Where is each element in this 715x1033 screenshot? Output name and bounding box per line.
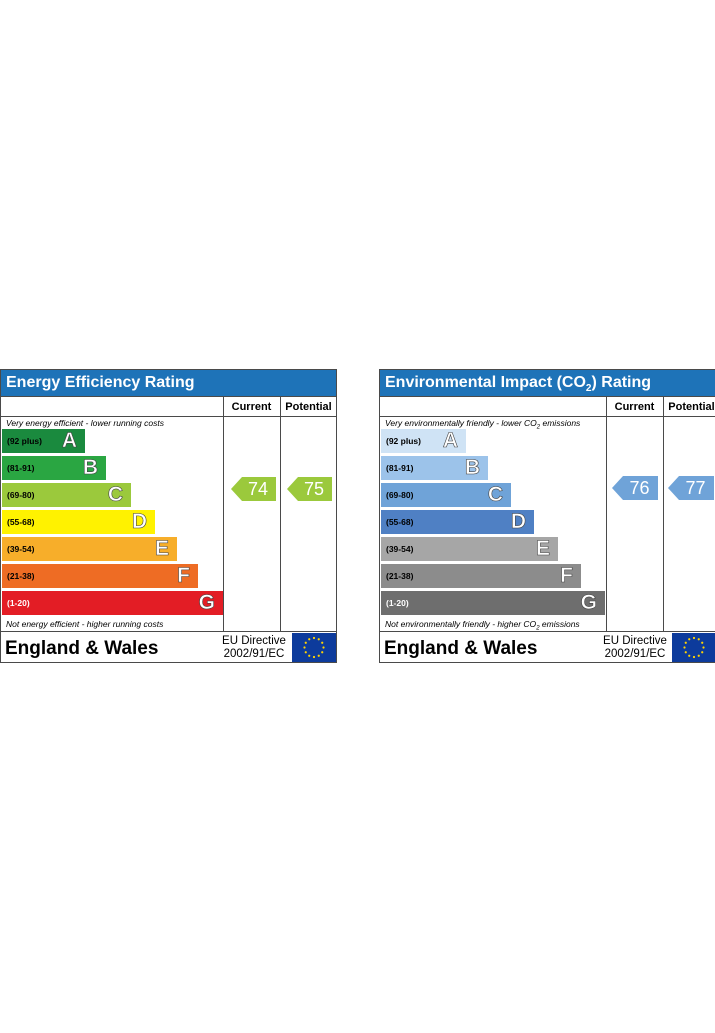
current-rating-value: 74 — [247, 479, 269, 499]
band-range-label: (69-80) — [386, 490, 414, 500]
rating-band-f: (21-38) F — [2, 564, 198, 588]
column-header-current: Current — [231, 401, 272, 413]
eu-star — [692, 636, 696, 640]
band-letter: F — [177, 564, 190, 588]
energy-efficiency-chart: Energy Efficiency Rating Current Potenti… — [0, 369, 337, 663]
band-range-label: (81-91) — [7, 463, 35, 473]
eu-star — [308, 654, 311, 657]
rating-band-c: (69-80) C — [381, 483, 511, 507]
band-letter: A — [442, 429, 459, 453]
column-header-potential: Potential — [668, 401, 715, 413]
bottom-note: Not energy efficient - higher running co… — [6, 619, 164, 629]
eu-star — [317, 638, 320, 641]
band-letter: B — [464, 456, 481, 480]
band-range-label: (55-68) — [7, 517, 35, 527]
eu-star — [321, 651, 324, 654]
band-letter: G — [198, 591, 215, 615]
rating-band-e: (39-54) E — [2, 537, 177, 561]
rating-band-a: (92 plus) A — [2, 429, 85, 453]
band-range-label: (39-54) — [386, 544, 414, 554]
rating-band-a: (92 plus) A — [381, 429, 466, 453]
eu-flag-icon — [292, 633, 336, 662]
eu-star — [688, 654, 691, 657]
column-header-potential: Potential — [285, 401, 332, 413]
band-range-label: (92 plus) — [7, 436, 42, 446]
directive-line-2: 2002/91/EC — [223, 648, 285, 660]
band-letter: E — [154, 537, 170, 561]
eu-star — [688, 638, 691, 641]
band-range-label: (69-80) — [7, 490, 35, 500]
band-letter: B — [82, 456, 99, 480]
chart-title: Environmental Impact (CO2) Rating — [380, 370, 715, 396]
top-note: Very energy efficient - lower running co… — [6, 418, 164, 428]
footer-region: England & Wales — [384, 638, 538, 659]
eu-star — [308, 638, 311, 641]
eu-star — [692, 655, 696, 659]
band-letter: F — [560, 564, 573, 588]
rating-band-g: (1-20) G — [2, 591, 223, 615]
potential-rating-arrow: 77 — [668, 476, 714, 500]
eu-star — [322, 646, 325, 649]
rating-band-g: (1-20) G — [381, 591, 605, 615]
current-rating-value: 76 — [629, 478, 650, 498]
rating-band-b: (81-91) B — [2, 456, 106, 480]
band-letter: A — [61, 429, 78, 453]
eu-star — [684, 651, 687, 654]
eu-star — [683, 646, 686, 649]
rating-band-b: (81-91) B — [381, 456, 488, 480]
footer-directive: EU Directive 2002/91/EC — [219, 635, 289, 661]
eu-star — [697, 654, 700, 657]
rating-band-c: (69-80) C — [2, 483, 131, 507]
rating-band-d: (55-68) D — [381, 510, 534, 534]
eu-flag-icon — [672, 633, 715, 662]
band-range-label: (81-91) — [386, 463, 414, 473]
current-rating-arrow: 74 — [231, 477, 276, 501]
eu-star — [304, 651, 307, 654]
chart-title: Energy Efficiency Rating — [1, 370, 336, 396]
eu-star — [303, 646, 306, 649]
bottom-note: Not environmentally friendly - higher CO… — [385, 619, 580, 632]
band-range-label: (21-38) — [7, 571, 35, 581]
column-header-current: Current — [614, 401, 655, 413]
band-letter: G — [580, 591, 597, 615]
rating-band-e: (39-54) E — [381, 537, 558, 561]
band-letter: C — [107, 483, 124, 507]
band-letter: D — [131, 510, 148, 534]
band-letter: D — [510, 510, 527, 534]
eu-star — [697, 638, 700, 641]
environmental-impact-chart: Environmental Impact (CO2) Rating Curren… — [379, 369, 715, 663]
eu-star — [684, 641, 687, 644]
eu-star — [304, 641, 307, 644]
potential-rating-value: 77 — [685, 478, 706, 498]
rating-band-d: (55-68) D — [2, 510, 155, 534]
band-range-label: (1-20) — [386, 598, 409, 608]
eu-star — [312, 655, 316, 659]
potential-rating-arrow: 75 — [287, 477, 332, 501]
potential-rating-value: 75 — [303, 479, 325, 499]
rating-band-f: (21-38) F — [381, 564, 581, 588]
eu-star — [701, 651, 704, 654]
band-letter: E — [535, 537, 551, 561]
footer-region: England & Wales — [5, 638, 159, 659]
current-rating-arrow: 76 — [612, 476, 658, 500]
band-range-label: (92 plus) — [386, 436, 421, 446]
footer-directive: EU Directive 2002/91/EC — [598, 635, 672, 661]
eu-star — [312, 636, 316, 640]
eu-star — [321, 641, 324, 644]
eu-star — [317, 654, 320, 657]
directive-line-1: EU Directive — [222, 635, 286, 647]
eu-star — [701, 641, 704, 644]
band-range-label: (55-68) — [386, 517, 414, 527]
band-range-label: (39-54) — [7, 544, 35, 554]
directive-line-1: EU Directive — [603, 635, 667, 647]
band-range-label: (21-38) — [386, 571, 414, 581]
band-range-label: (1-20) — [7, 598, 30, 608]
directive-line-2: 2002/91/EC — [604, 648, 666, 660]
band-letter: C — [487, 483, 504, 507]
eu-star — [702, 646, 705, 649]
top-note: Very environmentally friendly - lower CO… — [385, 418, 581, 431]
